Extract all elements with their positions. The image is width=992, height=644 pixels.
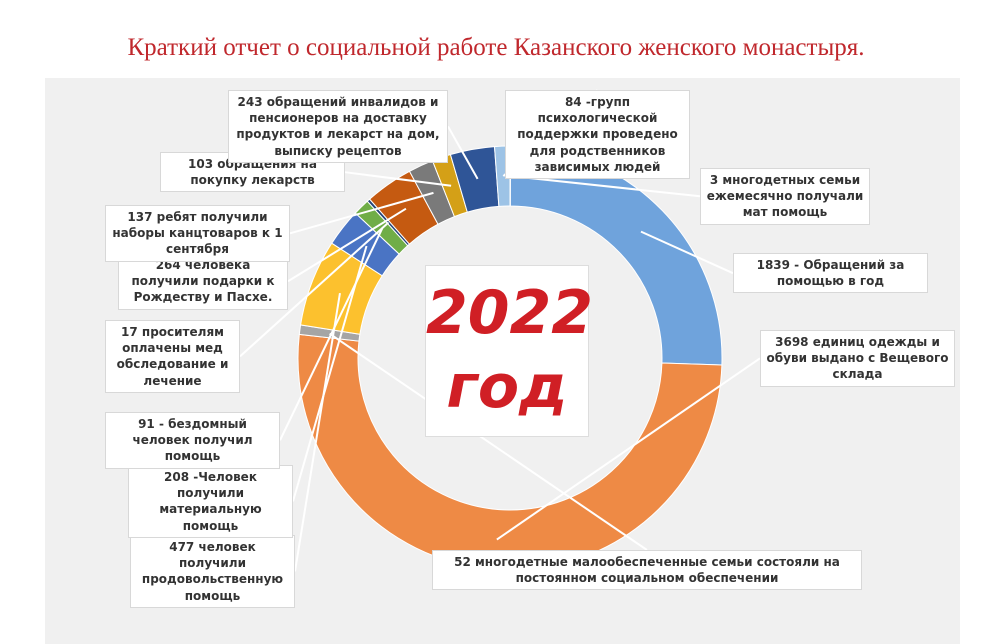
data-label: 208 -Человек получили материальную помощ… [128,465,293,538]
chart-title: Краткий отчет о социальной работе Казанс… [127,34,865,61]
center-box: 2022 год [425,265,593,437]
donut-slice [297,333,723,571]
leader-line [496,357,761,541]
data-label: 84 -групп психологической поддержки пров… [505,90,690,179]
data-label: 52 многодетные малообеспеченные семьи со… [432,550,862,591]
leader-line [344,171,452,187]
leader-line [447,125,479,180]
leader-line [294,292,341,572]
leader-line [289,191,434,235]
leader-line [640,230,734,275]
leader-line [279,227,384,441]
data-label: 477 человек получили продовольственную п… [130,535,295,608]
data-label: 3698 единиц одежды и обуви выдано с Веще… [760,330,955,387]
data-label: 91 - бездомный человек получил помощь [105,412,280,469]
data-label: 1839 - Обращений за помощью в год [733,253,928,294]
leader-line [329,332,648,551]
leader-line [239,221,390,358]
data-label: 3 многодетных семьи ежемесячно получали … [700,168,870,225]
data-label: 137 ребят получили наборы канцтоваров к … [105,205,290,262]
leader-line [287,207,407,283]
data-label: 243 обращений инвалидов и пенсионеров на… [228,90,448,163]
center-sublabel: год [446,352,568,422]
center-label: 2022 [426,278,593,348]
leader-line [510,175,701,198]
data-label: 17 просителям оплачены мед обследование … [105,320,240,393]
data-label: 264 человека получили подарки к Рождеств… [118,253,288,310]
